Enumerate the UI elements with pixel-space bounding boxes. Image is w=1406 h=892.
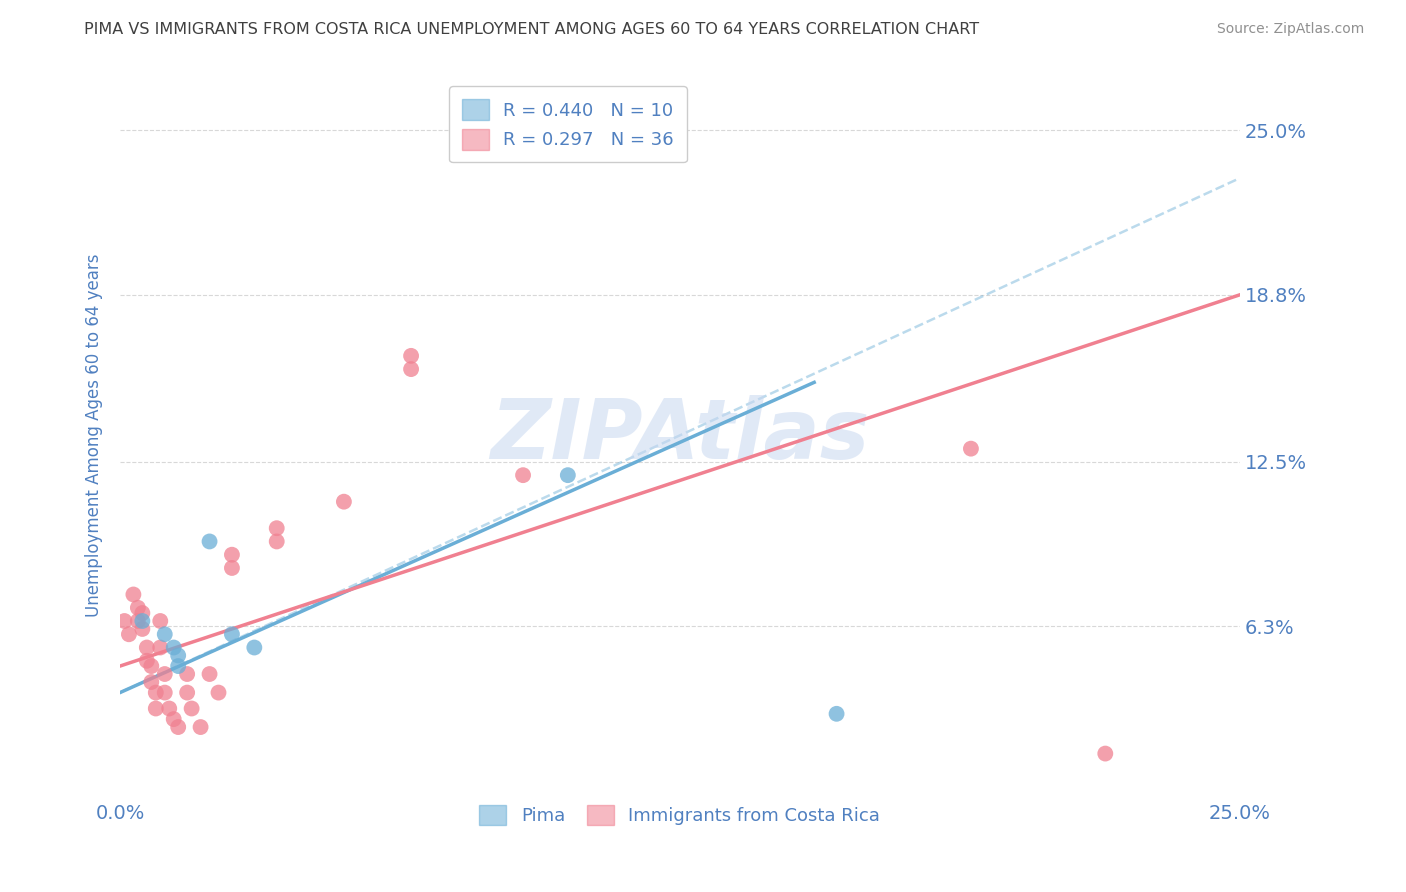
Point [176, 667, 198, 681]
Legend: Pima, Immigrants from Costa Rica: Pima, Immigrants from Costa Rica [471, 796, 889, 834]
Point [167, 659, 190, 673]
Point [135, 640, 157, 655]
Point [141, 675, 163, 690]
Point [221, 561, 243, 575]
Point [333, 494, 356, 508]
Point [127, 600, 149, 615]
Point [114, 614, 136, 628]
Point [198, 667, 221, 681]
Point [198, 534, 221, 549]
Point [266, 534, 288, 549]
Point [243, 640, 266, 655]
Y-axis label: Unemployment Among Ages 60 to 64 years: Unemployment Among Ages 60 to 64 years [86, 253, 103, 617]
Text: PIMA VS IMMIGRANTS FROM COSTA RICA UNEMPLOYMENT AMONG AGES 60 TO 64 YEARS CORREL: PIMA VS IMMIGRANTS FROM COSTA RICA UNEMP… [84, 22, 980, 37]
Point [167, 720, 190, 734]
Point [221, 627, 243, 641]
Point [176, 685, 198, 699]
Point [122, 587, 145, 601]
Point [163, 712, 186, 726]
Point [153, 685, 176, 699]
Text: ZIPAtlas: ZIPAtlas [491, 395, 869, 476]
Point [399, 349, 422, 363]
Point [135, 654, 157, 668]
Point [145, 701, 167, 715]
Point [149, 614, 172, 628]
Point [157, 701, 180, 715]
Point [131, 606, 153, 620]
Point [141, 659, 163, 673]
Point [131, 622, 153, 636]
Point [266, 521, 288, 535]
Point [190, 720, 212, 734]
Point [127, 614, 149, 628]
Point [180, 701, 202, 715]
Point [131, 614, 153, 628]
Point [1094, 747, 1116, 761]
Point [399, 362, 422, 376]
Point [960, 442, 983, 456]
Point [557, 468, 579, 483]
Point [149, 640, 172, 655]
Point [207, 685, 229, 699]
Point [153, 667, 176, 681]
Point [167, 648, 190, 663]
Point [221, 548, 243, 562]
Point [118, 627, 141, 641]
Point [145, 685, 167, 699]
Point [163, 640, 186, 655]
Point [153, 627, 176, 641]
Text: Source: ZipAtlas.com: Source: ZipAtlas.com [1216, 22, 1364, 37]
Point [825, 706, 848, 721]
Point [512, 468, 534, 483]
